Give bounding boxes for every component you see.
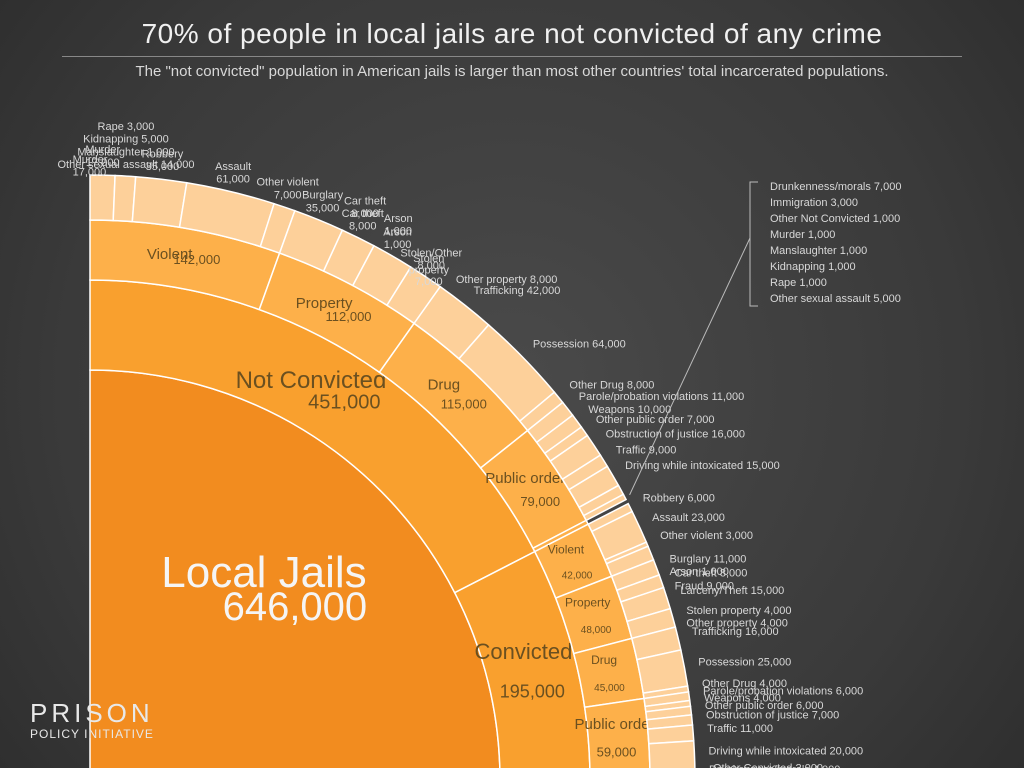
svg-text:48,000: 48,000 [581,625,612,636]
logo-line1: PRISON [30,700,154,726]
svg-text:Obstruction of justice 16,000: Obstruction of justice 16,000 [606,428,745,440]
svg-text:142,000: 142,000 [173,252,220,267]
svg-text:Robbery 6,000: Robbery 6,000 [643,492,715,504]
svg-text:Assault61,000: Assault61,000 [215,161,251,186]
logo: PRISON POLICY INITIATIVE [30,700,154,740]
svg-text:Other Convicted 2,000: Other Convicted 2,000 [713,762,823,768]
svg-text:Drug: Drug [591,653,617,667]
svg-text:Possession 64,000: Possession 64,000 [533,338,626,350]
svg-text:Other Not Convicted 1,000: Other Not Convicted 1,000 [770,213,900,225]
svg-text:646,000: 646,000 [223,585,368,629]
logo-line2: POLICY INITIATIVE [30,728,154,740]
svg-text:Drug: Drug [428,376,461,393]
svg-text:59,000: 59,000 [597,745,637,760]
svg-text:Traffic 9,000: Traffic 9,000 [616,444,677,456]
svg-text:Larceny/Theft 15,000: Larceny/Theft 15,000 [680,585,784,597]
svg-text:Assault 23,000: Assault 23,000 [652,512,725,524]
svg-text:Convicted: Convicted [475,639,573,664]
svg-text:Kidnapping 1,000: Kidnapping 1,000 [770,261,856,273]
svg-text:Burglary35,000: Burglary35,000 [302,190,343,215]
sunburst-chart: Local Jails646,000Not Convicted451,000Co… [0,0,1024,768]
svg-text:451,000: 451,000 [308,392,380,414]
svg-text:Public order: Public order [575,716,655,733]
svg-text:Immigration 3,000: Immigration 3,000 [770,197,858,209]
svg-text:Driving while intoxicated 20,: Driving while intoxicated 20,000 [708,746,863,758]
svg-text:Arson1,000: Arson1,000 [384,213,413,238]
svg-text:Murder 1,000: Murder 1,000 [770,229,835,241]
svg-text:Other sexual assault 5,000: Other sexual assault 5,000 [770,293,901,305]
svg-text:Other violent 3,000: Other violent 3,000 [660,530,753,542]
svg-text:Possession 25,000: Possession 25,000 [698,656,791,668]
svg-text:45,000: 45,000 [594,683,625,694]
svg-text:Other public order 7,000: Other public order 7,000 [596,414,715,426]
svg-text:Violent: Violent [548,542,585,556]
svg-text:Rape 1,000: Rape 1,000 [770,277,827,289]
svg-text:Not Convicted: Not Convicted [236,367,387,394]
svg-text:Traffic 11,000: Traffic 11,000 [707,723,773,735]
svg-text:Other Drug 8,000: Other Drug 8,000 [569,379,654,391]
svg-text:115,000: 115,000 [441,397,487,412]
svg-text:Obstruction of justice 7,000: Obstruction of justice 7,000 [706,710,839,722]
svg-text:42,000: 42,000 [562,571,593,582]
svg-text:Public order: Public order [485,470,565,487]
svg-text:Trafficking 42,000: Trafficking 42,000 [474,285,561,297]
svg-text:79,000: 79,000 [520,494,560,509]
svg-text:Property: Property [565,596,610,610]
svg-text:Trafficking 16,000: Trafficking 16,000 [692,626,779,638]
svg-text:112,000: 112,000 [326,309,372,324]
svg-text:Murder17,000: Murder17,000 [73,154,108,179]
svg-text:Stolenproperty7,000: Stolenproperty7,000 [409,253,450,288]
svg-text:Robbery35,000: Robbery35,000 [142,148,184,173]
svg-text:195,000: 195,000 [500,681,565,701]
svg-text:Parole/probation violations 11: Parole/probation violations 11,000 [579,391,745,403]
svg-text:Driving while intoxicated 15,: Driving while intoxicated 15,000 [625,460,780,472]
svg-text:Drunkenness/morals 7,000: Drunkenness/morals 7,000 [770,181,901,193]
svg-text:Manslaughter 1,000: Manslaughter 1,000 [770,245,867,257]
svg-text:Other property 8,000: Other property 8,000 [456,274,558,286]
